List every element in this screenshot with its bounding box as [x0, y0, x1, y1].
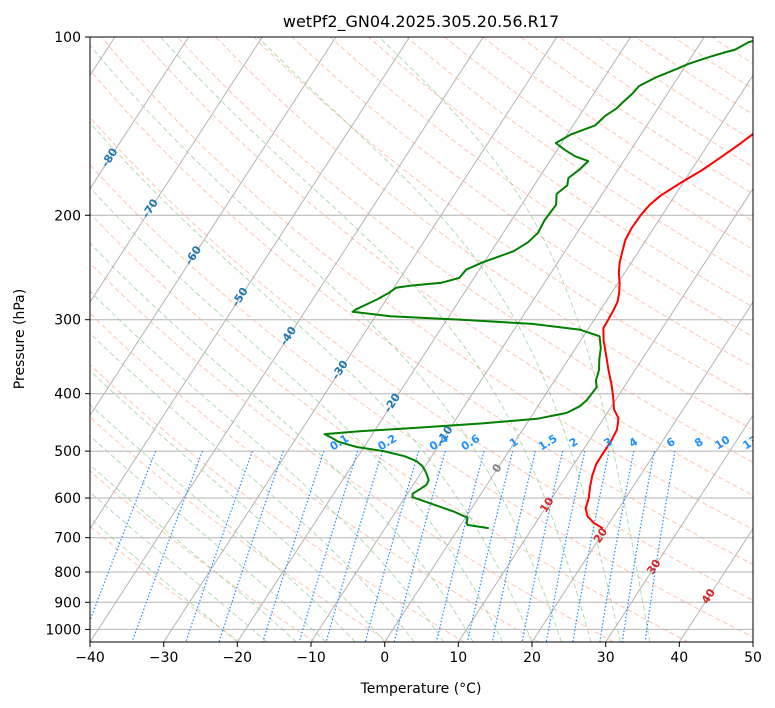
x-tick-label: 50 [744, 650, 762, 666]
x-tick-label: 10 [449, 650, 467, 666]
moist-adiabat-line [90, 517, 238, 642]
x-tick-label: −40 [75, 650, 105, 666]
dry-adiabat-line [90, 116, 753, 601]
temperature-line [584, 132, 753, 530]
y-tick-label: 400 [54, 387, 81, 403]
isotherm-line [678, 527, 753, 642]
isotherm-line [90, 37, 484, 642]
dry-adiabat-line [90, 470, 315, 642]
plot-area: -100-90-80-70-60-50-40-30-20-10010203040… [90, 37, 753, 642]
moist-adiabat-line [90, 44, 562, 642]
isotherm-line [90, 37, 411, 530]
dry-adiabat-line [139, 37, 753, 496]
y-tick-label: 800 [54, 565, 81, 581]
y-tick-label: 900 [54, 595, 81, 611]
dry-adiabat-line [291, 37, 753, 368]
isotherm-line [90, 37, 263, 303]
y-tick-label: 500 [54, 444, 81, 460]
profile-lines [323, 39, 753, 530]
dry-adiabat-line [177, 37, 753, 463]
isotherm-line [457, 187, 753, 642]
isotherm-line [310, 37, 705, 642]
x-tick-label: 20 [523, 650, 541, 666]
y-tick-label: 1000 [45, 622, 81, 638]
moist-adiabat-line [90, 369, 386, 642]
x-axis-label: Temperature (°C) [360, 681, 482, 697]
mixing-ratio-line [90, 450, 157, 622]
moist-adiabat-line [90, 491, 268, 642]
mixing-ratio-line [466, 450, 514, 642]
y-tick-label: 700 [54, 531, 81, 547]
moist-adiabat-line [90, 290, 445, 642]
mixing-ratio-line [491, 450, 536, 642]
dry-adiabat-line [367, 37, 753, 308]
x-tick-label: 0 [380, 650, 389, 666]
moist-adiabat-line [90, 242, 474, 642]
y-axis: 100 200 300 400 500 600 700 800 900 1000 [45, 30, 90, 638]
isotherm-line [90, 37, 337, 417]
isotherm-line [163, 37, 558, 642]
y-tick-label: 300 [54, 313, 81, 329]
moist-adiabat-line [378, 37, 651, 642]
moist-adiabat-line [90, 403, 356, 642]
dry-adiabat-line [90, 416, 390, 642]
x-tick-label: −10 [296, 650, 326, 666]
isotherm-line [605, 414, 753, 642]
moist-adiabat-line [257, 37, 621, 642]
x-tick-label: 40 [670, 650, 688, 666]
dry-adiabat-line [90, 164, 753, 638]
y-tick-label: 600 [54, 491, 81, 507]
dry-adiabat-line [100, 37, 753, 530]
dry-adiabat-line [90, 363, 465, 642]
background-lines [90, 37, 753, 642]
x-tick-label: −20 [223, 650, 253, 666]
mixing-ratio-line [644, 450, 676, 642]
y-tick-label: 100 [54, 30, 81, 46]
isotherm-line [531, 301, 753, 642]
dry-adiabat-line [90, 312, 540, 642]
dry-adiabat-line [90, 69, 753, 565]
chart-title: wetPf2_GN04.2025.305.20.56.R17 [283, 12, 559, 32]
dry-adiabat-line [329, 37, 753, 338]
mixing-ratio-line [218, 450, 284, 642]
dry-adiabat-line [90, 262, 614, 642]
plot-frame [89, 36, 754, 643]
isotherm-line [90, 37, 190, 190]
moist-adiabat-line [160, 37, 592, 642]
mixing-ratio-line [131, 450, 204, 642]
mixing-ratio-line [185, 450, 254, 642]
y-axis-label: Pressure (hPa) [12, 289, 28, 389]
x-axis: −40 −30 −20 −10 0 10 20 30 40 50 [75, 642, 762, 666]
x-tick-label: 30 [597, 650, 615, 666]
moist-adiabat-line [90, 332, 415, 642]
moist-adiabat-line [90, 187, 503, 642]
mixing-ratio-line [262, 450, 325, 642]
isotherm-line [384, 74, 753, 642]
mixing-ratio-line [298, 450, 359, 642]
mixing-ratio-line [393, 450, 446, 642]
y-tick-label: 200 [54, 208, 81, 224]
mixing-ratio-lines [90, 450, 676, 642]
x-tick-label: −30 [149, 650, 179, 666]
mixing-ratio-line [435, 450, 485, 642]
moist-adiabat-line [90, 435, 327, 642]
dewpoint-line [323, 39, 753, 530]
